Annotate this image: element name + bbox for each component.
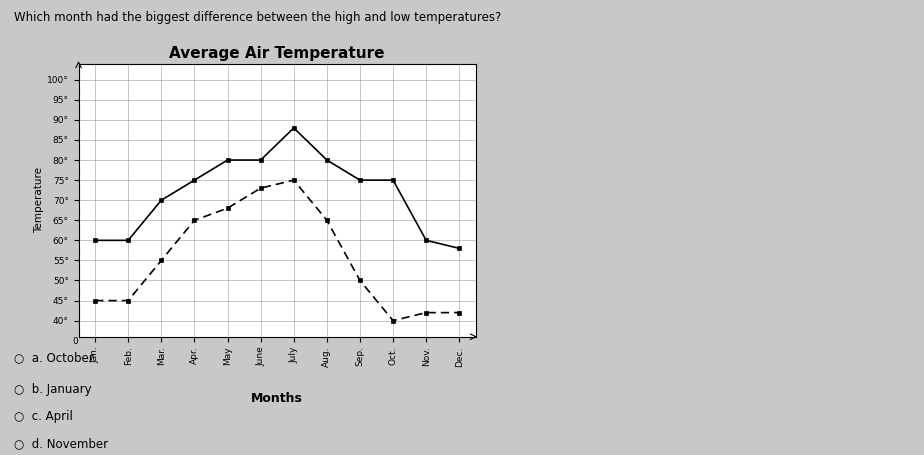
Y-axis label: Temperature: Temperature	[34, 167, 44, 233]
X-axis label: Months: Months	[251, 392, 303, 405]
Text: ○  c. April: ○ c. April	[14, 410, 73, 423]
Text: ○  d. November: ○ d. November	[14, 437, 108, 450]
Text: ○  a. October: ○ a. October	[14, 351, 93, 364]
Text: 0: 0	[73, 337, 79, 346]
Title: Average Air Temperature: Average Air Temperature	[169, 46, 385, 61]
Text: Which month had the biggest difference between the high and low temperatures?: Which month had the biggest difference b…	[14, 11, 501, 25]
Text: ○  b. January: ○ b. January	[14, 383, 91, 396]
